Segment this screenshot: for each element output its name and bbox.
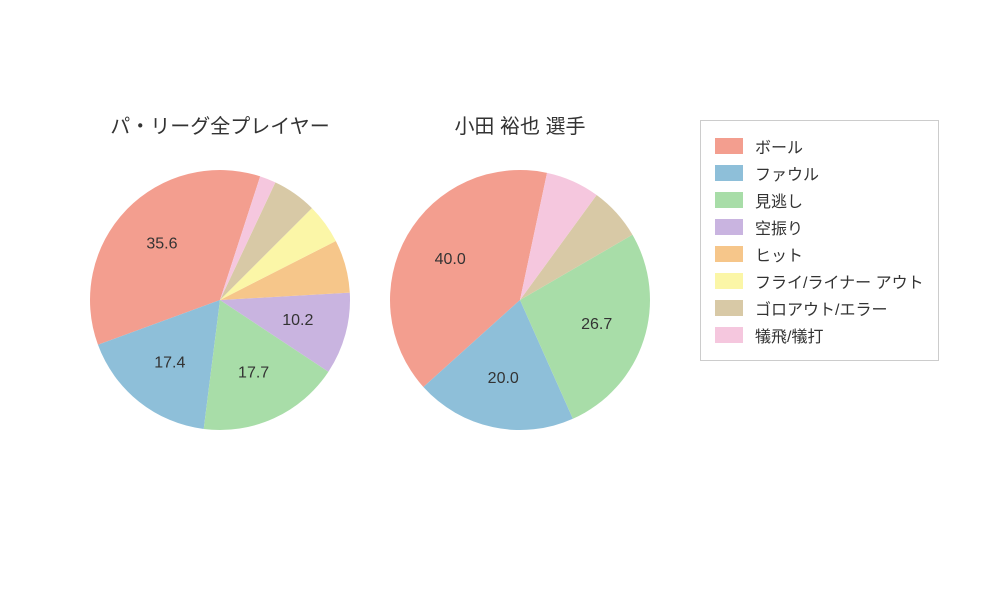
legend-item-groundout: ゴロアウト/エラー xyxy=(715,296,924,320)
legend-label-swing: 空振り xyxy=(755,215,803,239)
legend-label-looking: 見逃し xyxy=(755,188,803,212)
legend-swatch-sac xyxy=(715,327,743,343)
slice-label-player-foul: 20.0 xyxy=(488,370,519,387)
legend-item-flyout: フライ/ライナー アウト xyxy=(715,269,924,293)
chart-container: パ・リーグ全プレイヤー 35.6 17.4 17.7 10.2 小田 裕也 選手 40.0 2… xyxy=(0,0,1000,600)
chart-title-player: 小田 裕也 選手 xyxy=(390,110,650,139)
legend-item-foul: ファウル xyxy=(715,161,924,185)
legend-item-looking: 見逃し xyxy=(715,188,924,212)
slice-label-league-foul: 17.4 xyxy=(154,354,185,371)
legend-swatch-ball xyxy=(715,138,743,154)
legend-swatch-foul xyxy=(715,165,743,181)
legend-swatch-swing xyxy=(715,219,743,235)
legend-label-foul: ファウル xyxy=(755,161,819,185)
chart-title-league: パ・リーグ全プレイヤー xyxy=(90,110,350,139)
pie-league: 35.6 17.4 17.7 10.2 xyxy=(70,150,370,450)
legend-swatch-looking xyxy=(715,192,743,208)
pie-player: 40.0 20.0 26.7 xyxy=(370,150,670,450)
slice-label-league-looking: 17.7 xyxy=(238,364,269,381)
slice-label-league-ball: 35.6 xyxy=(146,235,177,252)
legend-label-groundout: ゴロアウト/エラー xyxy=(755,296,887,320)
legend-label-sac: 犠飛/犠打 xyxy=(755,323,823,347)
slice-label-player-ball: 40.0 xyxy=(435,251,466,268)
legend-swatch-hit xyxy=(715,246,743,262)
legend-item-swing: 空振り xyxy=(715,215,924,239)
legend-label-hit: ヒット xyxy=(755,242,803,266)
legend-item-ball: ボール xyxy=(715,134,924,158)
legend-item-hit: ヒット xyxy=(715,242,924,266)
legend: ボールファウル見逃し空振りヒットフライ/ライナー アウトゴロアウト/エラー犠飛/… xyxy=(700,120,939,361)
legend-label-flyout: フライ/ライナー アウト xyxy=(755,269,924,293)
legend-swatch-groundout xyxy=(715,300,743,316)
legend-item-sac: 犠飛/犠打 xyxy=(715,323,924,347)
legend-label-ball: ボール xyxy=(755,134,803,158)
legend-swatch-flyout xyxy=(715,273,743,289)
slice-label-league-swing: 10.2 xyxy=(282,312,313,329)
slice-label-player-looking: 26.7 xyxy=(581,316,612,333)
